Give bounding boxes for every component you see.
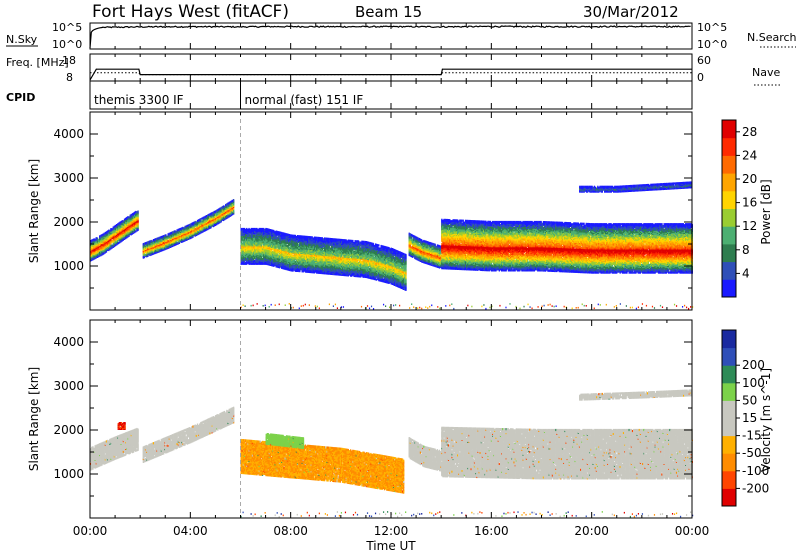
power-cell: [131, 230, 132, 232]
power-cell: [111, 231, 112, 233]
power-cell: [169, 246, 170, 248]
power-cell: [96, 251, 97, 253]
power-cell: [177, 242, 178, 244]
power-cell: [111, 245, 112, 247]
power-cell: [177, 229, 178, 231]
power-cell: [111, 240, 112, 242]
power-cell: [169, 243, 170, 245]
power-cell: [145, 242, 146, 244]
station-title: Fort Hays West (fitACF): [92, 2, 289, 22]
power-cell: [135, 230, 136, 232]
power-cell: [104, 246, 105, 248]
power-cell: [96, 237, 97, 239]
power-cell: [169, 240, 170, 242]
power-cell: [192, 230, 193, 232]
power-cell: [149, 240, 150, 242]
power-cell: [165, 245, 166, 247]
power-cell: [161, 242, 162, 244]
power-cell: [99, 247, 100, 249]
power-cell: [111, 228, 112, 230]
power-cell: [99, 235, 100, 237]
power-cell: [123, 220, 124, 222]
power-cell: [104, 233, 105, 235]
power-cell: [119, 222, 120, 224]
figure: Fort Hays West (fitACF) Beam 15 30/Mar/2…: [0, 0, 800, 554]
power-cell: [107, 230, 108, 232]
power-cell: [192, 222, 193, 224]
power-cell: [145, 254, 146, 256]
power-cell: [161, 236, 162, 238]
power-data-layer: [90, 181, 693, 309]
power-cell: [184, 226, 185, 228]
power-cell: [96, 243, 97, 245]
power-cell: [111, 234, 112, 236]
power-cell: [180, 228, 181, 230]
power-cell: [157, 237, 158, 239]
power-cell: [104, 252, 105, 254]
power-cell: [131, 214, 132, 216]
power-cell: [172, 231, 173, 233]
power-cell: [165, 234, 166, 236]
power-cell: [135, 211, 136, 213]
beam-label: Beam 15: [355, 3, 422, 21]
power-cell: [188, 224, 189, 226]
power-cell: [104, 241, 105, 243]
power-cell: [115, 225, 116, 227]
date-label: 30/Mar/2012: [583, 3, 679, 21]
power-cell: [127, 220, 128, 222]
power-cell: [99, 252, 100, 254]
power-cell: [127, 216, 128, 218]
power-cell: [184, 231, 185, 233]
power-cell: [137, 210, 138, 212]
power-cell: [153, 239, 154, 241]
power-cell: [96, 241, 97, 243]
power-cell: [123, 235, 124, 237]
power-cell: [169, 233, 170, 235]
power-cell: [104, 239, 105, 241]
power-cell: [91, 239, 92, 241]
power-cell: [91, 251, 92, 253]
